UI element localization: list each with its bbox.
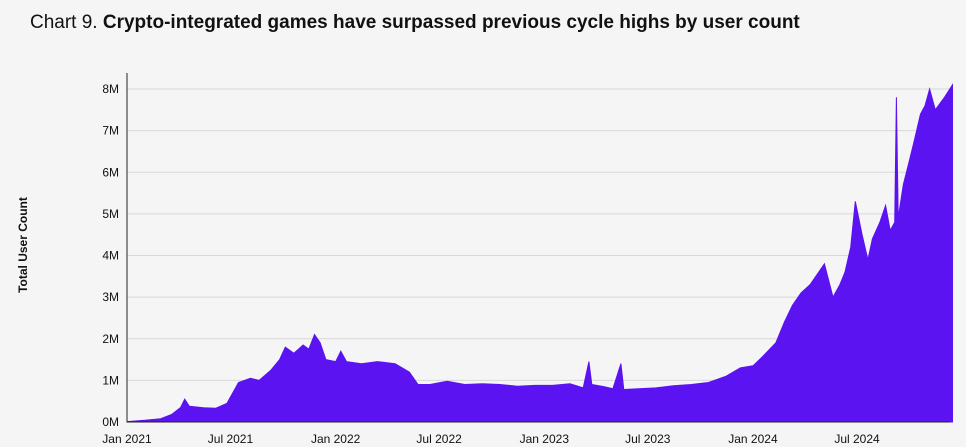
area-series xyxy=(126,83,953,423)
y-tick-label: 1M xyxy=(102,373,119,387)
x-tick-label: Jan 2023 xyxy=(520,432,570,446)
axes xyxy=(126,73,950,423)
x-tick-label: Jul 2024 xyxy=(834,432,880,446)
y-tick-label: 6M xyxy=(102,165,119,179)
x-tick-label: Jan 2021 xyxy=(102,432,152,446)
y-tick-label: 3M xyxy=(102,290,119,304)
y-tick-labels: 0M 1M 2M 3M 4M 5M 6M 7M 8M xyxy=(102,82,119,429)
x-tick-label: Jul 2021 xyxy=(208,432,254,446)
x-tick-label: Jul 2022 xyxy=(416,432,462,446)
y-tick-label: 4M xyxy=(102,249,119,263)
series-area xyxy=(126,83,953,423)
y-tick-label: 7M xyxy=(102,124,119,138)
x-tick-label: Jan 2022 xyxy=(311,432,361,446)
y-tick-label: 2M xyxy=(102,332,119,346)
x-tick-label: Jan 2024 xyxy=(728,432,778,446)
y-tick-label: 5M xyxy=(102,207,119,221)
chart-title-prefix: Chart 9. xyxy=(30,12,98,33)
chart-title-text: Crypto-integrated games have surpassed p… xyxy=(102,12,800,33)
x-tick-labels: Jan 2021 Jul 2021 Jan 2022 Jul 2022 Jan 2023… xyxy=(102,432,880,446)
x-tick-label: Jul 2023 xyxy=(625,432,671,446)
y-tick-label: 0M xyxy=(102,415,119,429)
chart-title: Chart 9. Crypto-integrated games have su… xyxy=(30,10,800,36)
y-tick-label: 8M xyxy=(102,82,119,96)
